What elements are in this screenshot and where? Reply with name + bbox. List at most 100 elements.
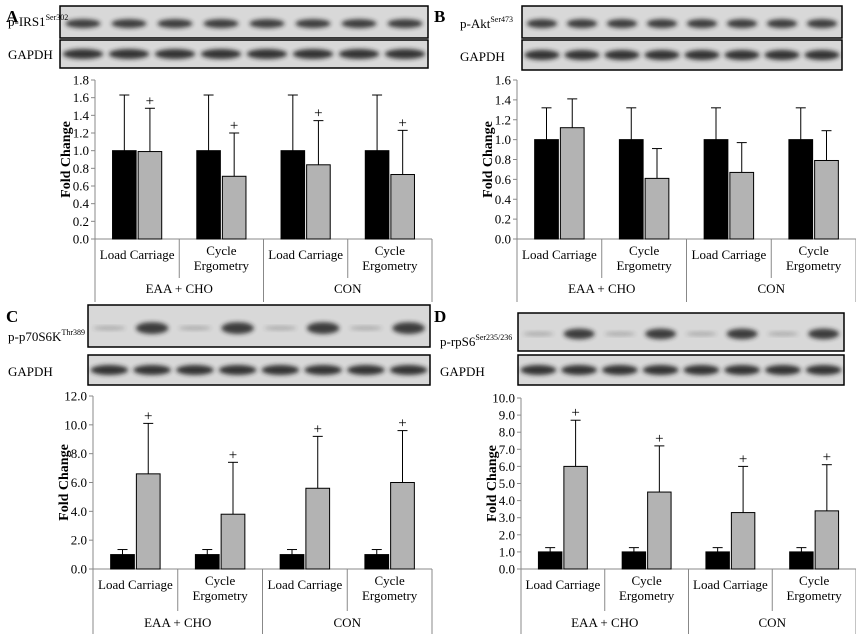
x-tick-label: Cycle <box>374 573 405 588</box>
bar <box>221 175 247 240</box>
gapdh-label: GAPDH <box>460 49 505 64</box>
y-axis: 0.0 2.0 4.0 6.0 8.0 10.0 12.0 <box>64 389 94 577</box>
y-axis-label: Fold Change <box>57 444 72 521</box>
y-tick-label: 2.0 <box>499 527 515 542</box>
y-axis: 0.0 0.2 0.4 0.6 0.8 1.0 1.2 1.4 1.6 <box>495 73 518 247</box>
y-tick-label: 10.0 <box>64 417 87 432</box>
bar <box>194 554 220 570</box>
blot-band <box>62 49 104 59</box>
blot-band <box>221 322 254 334</box>
bar <box>112 150 137 240</box>
bar <box>537 551 563 570</box>
blot-band <box>764 365 801 375</box>
blot-band <box>685 331 717 336</box>
blot-band <box>108 49 150 59</box>
y-tick-label: 9.0 <box>499 408 515 423</box>
x-tick-label: Load Carriage <box>526 577 601 592</box>
y-tick-label: 1.6 <box>73 90 90 105</box>
y-tick-label: 0.4 <box>495 192 512 207</box>
blot-band <box>524 50 560 60</box>
blot-band <box>724 365 761 375</box>
blot-band <box>292 49 334 59</box>
x-tick-label: Load Carriage <box>268 577 343 592</box>
panel-letter: C <box>6 307 18 326</box>
blot-band <box>804 50 840 60</box>
blot-band <box>264 326 297 331</box>
y-tick-label: 10.0 <box>492 391 515 406</box>
blot-band <box>249 19 285 29</box>
blot-band <box>246 49 288 59</box>
significance-marker: + <box>655 431 663 447</box>
blot-band <box>157 19 193 29</box>
blot-label: p-AktSer473 <box>460 15 513 31</box>
blot-gapdh <box>59 39 429 69</box>
y-tick-label: 6.0 <box>71 475 87 490</box>
y-tick-label: 1.4 <box>73 108 90 123</box>
bar <box>814 510 840 570</box>
blot-band <box>766 19 798 29</box>
bar <box>789 551 814 570</box>
blot-band <box>726 328 758 340</box>
blot-band <box>646 19 678 29</box>
bar <box>306 164 331 240</box>
blot-band <box>93 326 126 331</box>
bar <box>730 512 756 570</box>
significance-marker: + <box>739 451 747 467</box>
x-tick-label: Cycle <box>798 243 829 258</box>
blot-gapdh <box>521 39 843 71</box>
blot-phospho <box>521 5 843 39</box>
bar <box>618 139 644 240</box>
blot-gapdh <box>87 354 431 386</box>
significance-marker: + <box>314 106 322 122</box>
blot-band <box>90 365 129 375</box>
panel-d: Dp-rpS6Ser235/236 GAPDH 0.0 1.0 2.0 3.0 4.0 5.0… <box>434 307 856 634</box>
blot-band <box>808 328 840 340</box>
y-tick-label: 0.2 <box>73 214 89 229</box>
y-tick-label: 0.0 <box>499 562 515 577</box>
significance-marker: + <box>398 115 406 131</box>
y-tick-label: 0.0 <box>71 562 87 577</box>
x-tick-label: Ergometry <box>786 258 842 273</box>
y-tick-label: 1.0 <box>499 544 515 559</box>
bar <box>703 139 729 240</box>
blot-band <box>604 331 636 336</box>
x-tick-label: Load Carriage <box>268 247 343 262</box>
panel-c: Cp-p70S6KThr389 GAPDH 0.0 2.0 4.0 6.0 8.0 10.0 1… <box>6 304 433 634</box>
blot-band <box>805 365 842 375</box>
blot-band <box>561 365 598 375</box>
y-tick-label: 4.0 <box>499 493 515 508</box>
bar <box>705 551 730 570</box>
blot-band <box>389 365 428 375</box>
y-axis-label: Fold Change <box>485 445 500 522</box>
blot-band <box>341 19 377 29</box>
blot-band <box>645 328 677 340</box>
significance-marker: + <box>230 118 238 134</box>
bar <box>137 151 163 240</box>
blot-band <box>203 19 239 29</box>
bar <box>647 491 672 570</box>
group-label: CON <box>759 615 787 630</box>
x-tick-label: Ergometry <box>192 588 248 603</box>
y-tick-label: 4.0 <box>71 504 87 519</box>
y-tick-label: 0.0 <box>495 232 511 247</box>
significance-marker: + <box>146 93 154 109</box>
blot-band <box>349 326 383 331</box>
blot-band <box>564 50 600 60</box>
y-axis: 0.0 1.0 2.0 3.0 4.0 5.0 6.0 7.0 8.0 9.0 10.0 <box>492 391 522 577</box>
blot-label: p-IRS1Ser302 <box>8 13 68 29</box>
bar <box>364 554 390 570</box>
bar <box>110 554 135 570</box>
bar <box>196 150 221 240</box>
significance-marker: + <box>314 421 322 437</box>
blot-band <box>154 49 196 59</box>
blot-band <box>684 50 720 60</box>
blot-band <box>200 49 242 59</box>
x-tick-label: Cycle <box>629 243 660 258</box>
blot-band <box>522 331 554 336</box>
group-label: CON <box>758 281 786 296</box>
bar <box>220 513 246 570</box>
bar <box>390 174 415 240</box>
x-tick-label: Ergometry <box>362 258 418 273</box>
blot-band <box>520 365 557 375</box>
